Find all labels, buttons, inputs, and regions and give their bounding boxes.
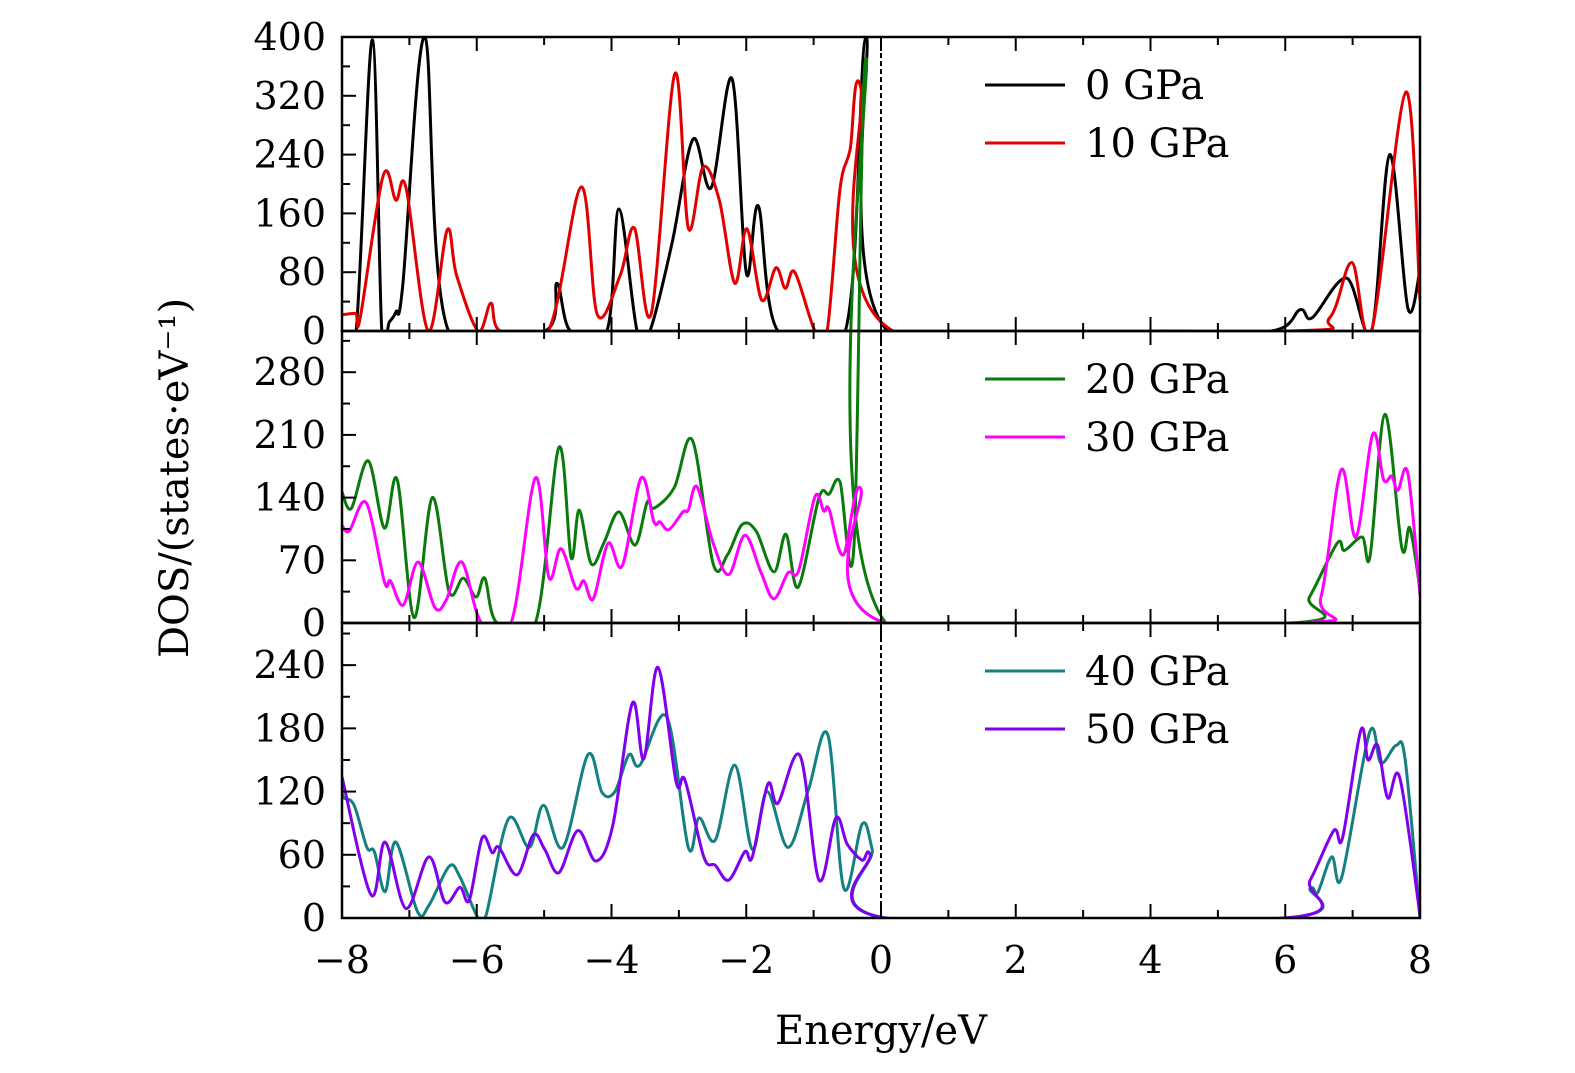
x-tick-label: 6 — [1273, 938, 1297, 982]
y-tick-label: 0 — [302, 896, 326, 940]
panel-3-curves — [342, 665, 1420, 918]
x-tick-label: −4 — [583, 938, 639, 982]
series-line-10-gpa — [342, 71, 1420, 331]
legend-label: 10 GPa — [1085, 121, 1230, 167]
y-tick-label: 140 — [253, 476, 326, 520]
panel-2-curves — [342, 57, 1420, 623]
y-tick-label: 180 — [253, 706, 326, 750]
legend-label: 50 GPa — [1085, 707, 1230, 753]
y-axis-title: DOS/(states·eV⁻¹) — [152, 298, 198, 658]
panel-1-curves — [342, 37, 1420, 331]
x-tick-label: −2 — [718, 938, 774, 982]
series-line-50-gpa — [342, 665, 1420, 918]
x-tick-label: 4 — [1138, 938, 1162, 982]
series-line-0-gpa — [342, 37, 1420, 331]
y-tick-label: 60 — [278, 833, 326, 877]
curves-layer — [342, 37, 1420, 918]
x-tick-label: 0 — [869, 938, 893, 982]
legend-label: 40 GPa — [1085, 649, 1230, 695]
y-tick-label: 120 — [253, 770, 326, 814]
y-tick-label: 210 — [253, 413, 326, 457]
y-tick-label: 240 — [253, 133, 326, 177]
y-tick-label: 400 — [253, 15, 326, 59]
y-tick-label: 80 — [278, 250, 326, 294]
x-axis-title: Energy/eV — [775, 1008, 988, 1054]
y-tick-label: 0 — [302, 309, 326, 353]
y-tick-label: 240 — [253, 643, 326, 687]
x-tick-label: −8 — [314, 938, 370, 982]
y-tick-label: 0 — [302, 601, 326, 645]
y-tick-label: 280 — [253, 350, 326, 394]
y-tick-label: 70 — [278, 538, 326, 582]
series-line-20-gpa — [342, 57, 1420, 623]
legend-label: 20 GPa — [1085, 357, 1230, 403]
legend-label: 0 GPa — [1085, 63, 1204, 109]
x-tick-label: −6 — [449, 938, 505, 982]
series-line-30-gpa — [342, 431, 1420, 623]
y-tick-label: 160 — [253, 191, 326, 235]
y-tick-label: 320 — [253, 74, 326, 118]
x-tick-label: 8 — [1408, 938, 1432, 982]
x-tick-label: 2 — [1004, 938, 1028, 982]
legend-label: 30 GPa — [1085, 415, 1230, 461]
